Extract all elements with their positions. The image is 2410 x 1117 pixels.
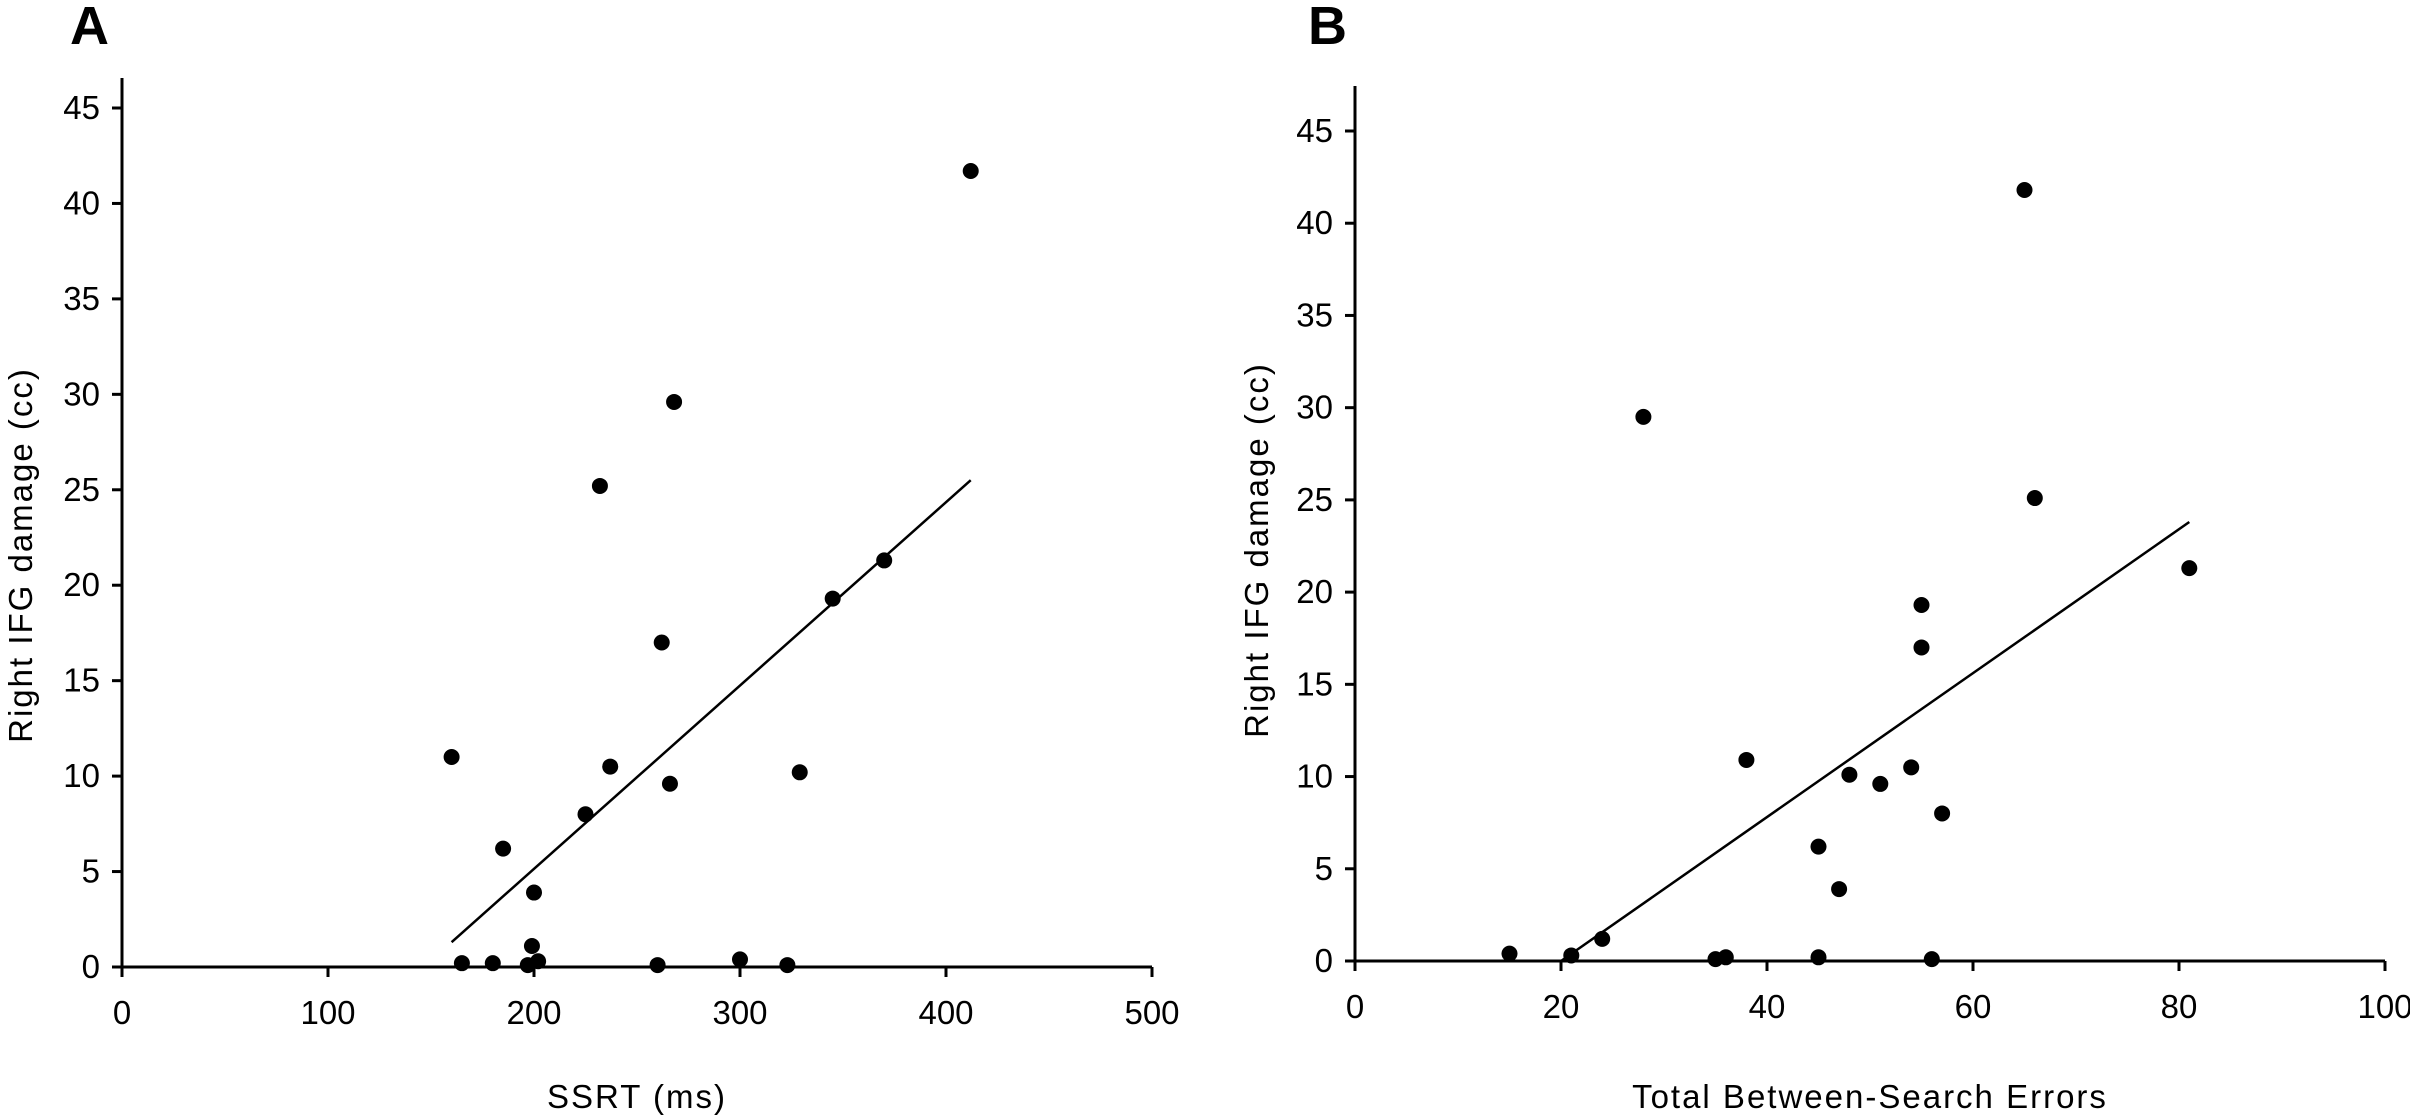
panel-b-x-tick-label: 80 [2161, 988, 2198, 1025]
panel-b-y-tick-label: 15 [1296, 665, 1333, 702]
panel-a-y-tick-label: 0 [82, 948, 100, 985]
panel-a-x-tick-label: 0 [113, 994, 131, 1031]
panel-a-data-point [523, 938, 540, 955]
panel-b-x-tick-label: 0 [1346, 988, 1364, 1025]
panel-b-data-point [1913, 597, 1930, 614]
panel-a-chart: A 0 5 10 15 20 25 30 35 40 45 0 100 200 300 400 500 SS… [2, 0, 1180, 1115]
panel-b-data-point [1563, 947, 1580, 964]
panel-b-data-point [1934, 805, 1951, 822]
panel-b-data-point [1831, 881, 1848, 898]
panel-b-x-axis-label: Total Between-Search Errors [1632, 1078, 2108, 1115]
panel-a-data-point [591, 477, 608, 494]
panel-b-y-tick-label: 10 [1296, 758, 1333, 795]
panel-a-x-tick-label: 500 [1124, 994, 1179, 1031]
panel-b-label: B [1308, 0, 1347, 56]
panel-b-trendline [1560, 520, 2191, 963]
panel-a-data-point [962, 162, 979, 179]
panel-b-data-point [1872, 775, 1889, 792]
panel-a-data-point [453, 955, 470, 972]
panel-a-data-point [791, 764, 808, 781]
panel-a-y-tick-label: 20 [63, 566, 100, 603]
panel-a-x-axis-label: SSRT (ms) [547, 1078, 727, 1115]
panel-a-data-point [649, 957, 666, 974]
panel-b-data-point [1923, 951, 1940, 968]
panel-b-chart: B 0 5 10 15 20 25 30 35 40 45 0 20 40 60 80 100 Total … [1238, 0, 2410, 1115]
panel-b-y-ticks: 0 5 10 15 20 25 30 35 40 45 [1296, 112, 1355, 979]
panel-a-data-point [666, 393, 683, 410]
panel-b-data-point [1841, 766, 1858, 783]
panel-a-data-point [484, 955, 501, 972]
panel-a-x-tick-label: 100 [300, 994, 355, 1031]
panel-b-data-point [2026, 490, 2043, 507]
panel-b-points [1501, 182, 2198, 968]
panel-b-y-tick-label: 0 [1315, 942, 1333, 979]
panel-a-data-point [661, 775, 678, 792]
panel-b-y-tick-label: 20 [1296, 573, 1333, 610]
panel-b-y-tick-label: 5 [1315, 850, 1333, 887]
panel-b-data-point [2016, 182, 2033, 199]
panel-a-y-tick-label: 10 [63, 757, 100, 794]
panel-a-trendline [450, 479, 972, 944]
panel-a-y-ticks: 0 5 10 15 20 25 30 35 40 45 [63, 89, 122, 985]
panel-a-y-tick-label: 30 [63, 375, 100, 412]
panel-b-data-point [1913, 639, 1930, 656]
panel-a-data-point [779, 957, 796, 974]
panel-b-y-tick-label: 35 [1296, 296, 1333, 333]
panel-b-data-point [1810, 949, 1827, 966]
panel-a-y-tick-label: 45 [63, 89, 100, 126]
panel-a-data-point [602, 758, 619, 775]
panel-b-data-point [1501, 945, 1518, 962]
panel-a-data-point [824, 590, 841, 607]
panel-a-y-tick-label: 25 [63, 471, 100, 508]
panel-b-y-axis-label: Right IFG damage (cc) [1238, 362, 1275, 738]
panel-a-x-tick-label: 200 [506, 994, 561, 1031]
panel-a-data-point [653, 634, 670, 651]
panel-b-x-tick-label: 40 [1749, 988, 1786, 1025]
panel-b-data-point [1635, 408, 1652, 425]
panel-a-data-point [530, 953, 547, 970]
panel-b-y-tick-label: 30 [1296, 389, 1333, 426]
panel-b-data-point [1738, 751, 1755, 768]
panel-b-x-tick-label: 20 [1543, 988, 1580, 1025]
panel-a-data-point [876, 552, 893, 569]
panel-a-x-tick-label: 400 [918, 994, 973, 1031]
panel-b-data-point [1903, 759, 1920, 776]
panel-b-data-point [1594, 930, 1611, 947]
panel-b-x-tick-label: 60 [1955, 988, 1992, 1025]
panel-a-x-ticks: 0 100 200 300 400 500 [113, 967, 1180, 1031]
panel-a-data-point [732, 951, 748, 968]
panel-a-points [443, 162, 979, 974]
panel-a-data-point [443, 749, 460, 766]
panel-b-x-ticks: 0 20 40 60 80 100 [1346, 961, 2410, 1025]
panel-a-y-tick-label: 5 [82, 853, 100, 890]
panel-a-data-point [577, 806, 594, 823]
panel-b-data-point [1717, 949, 1734, 966]
panel-a-y-tick-label: 40 [63, 184, 100, 221]
panel-a-data-point [495, 840, 512, 857]
panel-b-y-tick-label: 45 [1296, 112, 1333, 149]
panel-a-y-axis-label: Right IFG damage (cc) [2, 367, 39, 743]
panel-b-y-tick-label: 40 [1296, 204, 1333, 241]
panel-a-data-point [526, 884, 542, 901]
panel-b-data-point [1810, 838, 1827, 855]
panel-a-x-tick-label: 300 [712, 994, 767, 1031]
panel-b-y-tick-label: 25 [1296, 481, 1333, 518]
panel-a-y-tick-label: 15 [63, 662, 100, 699]
panel-b-data-point [2181, 560, 2198, 577]
panel-a-label: A [70, 0, 109, 56]
panel-b-x-tick-label: 100 [2357, 988, 2410, 1025]
panel-a-y-tick-label: 35 [63, 280, 100, 317]
